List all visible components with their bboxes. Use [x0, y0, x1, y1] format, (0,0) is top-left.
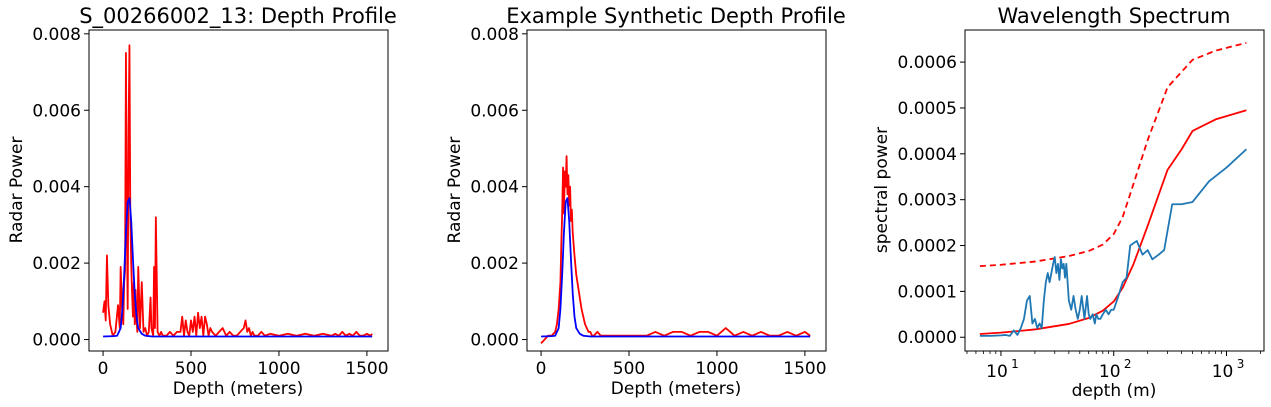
series-line-red-dashed: [979, 41, 1247, 268]
plot-frame: [526, 29, 827, 352]
x-tick-label: 500: [613, 359, 645, 379]
series-line-red: [102, 44, 373, 337]
y-tick-label: 0.008: [32, 25, 81, 45]
synthetic-depth-profile-panel: 0 500 1000 1500 0.000 0.002 0.004 0.006 0.008 Ex…: [445, 4, 846, 399]
y-tick-label: 0.002: [470, 254, 519, 274]
series-line-steelblue: [979, 148, 1247, 337]
y-tick-label: 0.0002: [898, 237, 957, 257]
series-line-blue: [541, 197, 811, 338]
x-tick-label: 1000: [695, 359, 738, 379]
plot-frame: [88, 29, 389, 352]
y-tick-label: 0.006: [32, 101, 81, 121]
x-axis-label: Depth (meters): [173, 379, 303, 399]
chart-title: Wavelength Spectrum: [997, 4, 1230, 28]
y-tick-label: 0.0005: [898, 99, 957, 119]
y-tick-label: 0.002: [32, 254, 81, 274]
y-tick-label: 0.0003: [898, 191, 957, 211]
y-tick-label: 0.000: [470, 331, 519, 351]
x-tick-label: 10: [986, 362, 1008, 382]
x-tick-exponent: 2: [1124, 357, 1132, 371]
x-tick-label: 10: [1212, 362, 1234, 382]
y-tick-label: 0.0001: [898, 282, 957, 302]
depth-profile-panel: 0 500 1000 1500 0.000 0.002 0.004 0.006 0.008 S_…: [7, 4, 397, 399]
x-tick-label: 500: [175, 359, 207, 379]
y-tick-label: 0.008: [470, 25, 519, 45]
x-tick-exponent: 1: [1011, 357, 1019, 371]
x-tick-label: 1500: [345, 359, 388, 379]
series-line-blue: [103, 197, 373, 338]
chart-title: Example Synthetic Depth Profile: [506, 4, 846, 28]
series-line-red: [540, 155, 811, 344]
x-tick-label: 10: [1099, 362, 1121, 382]
y-axis-label: Radar Power: [445, 137, 465, 244]
y-tick-label: 0.006: [470, 101, 519, 121]
y-tick-label: 0.004: [470, 178, 519, 198]
y-axis-label: spectral power: [872, 127, 892, 253]
x-tick-exponent: 3: [1237, 357, 1245, 371]
x-tick-label: 0: [98, 359, 109, 379]
y-tick-label: 0.0006: [898, 53, 957, 73]
x-axis-label: Depth (meters): [611, 379, 741, 399]
x-tick-label: 1000: [257, 359, 300, 379]
chart-title: S_00266002_13: Depth Profile: [79, 4, 397, 29]
y-tick-label: 0.0000: [898, 328, 957, 348]
y-axis-label: Radar Power: [7, 137, 27, 244]
x-axis-label: depth (m): [1072, 381, 1157, 401]
y-tick-label: 0.004: [32, 178, 81, 198]
series-line-red: [979, 109, 1247, 335]
x-tick-label: 1500: [783, 359, 826, 379]
plot-frame: [964, 29, 1265, 352]
x-tick-label: 0: [536, 359, 547, 379]
wavelength-spectrum-panel: 10 1 10 2 10 30.00000.00010.00020.00030.00040…: [872, 4, 1265, 401]
y-tick-label: 0.000: [32, 331, 81, 351]
y-tick-label: 0.0004: [898, 145, 957, 165]
